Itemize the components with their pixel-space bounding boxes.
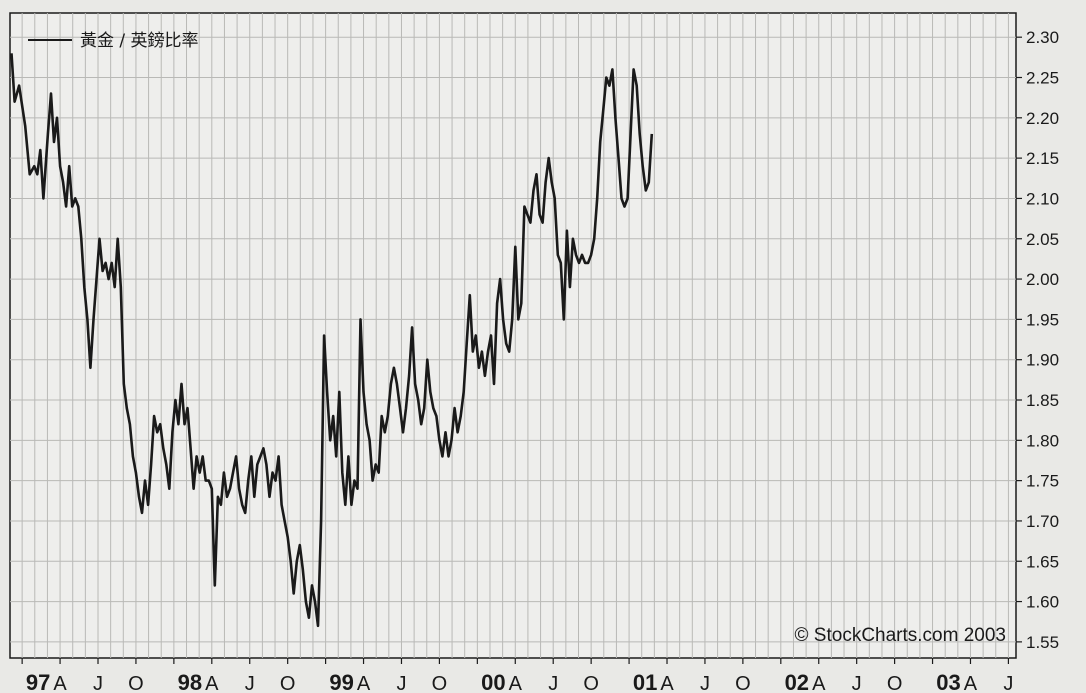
x-tick-label: A [509, 673, 523, 693]
y-tick-label: 1.80 [1026, 431, 1059, 450]
x-tick-label: A [205, 673, 219, 693]
x-tick-label: 03 [936, 670, 960, 693]
series-line [10, 53, 654, 628]
x-tick-label: J [548, 673, 558, 693]
y-tick-label: 2.15 [1026, 149, 1059, 168]
x-tick-label: J [245, 673, 255, 693]
x-tick-label: O [735, 673, 751, 693]
x-tick-label: J [700, 673, 710, 693]
y-axis: 1.55 1.60 1.65 1.70 1.75 1.80 1.85 1.90 1.95 2.00… [1016, 28, 1059, 652]
x-tick-label: J [93, 673, 103, 693]
y-tick-label: 2.25 [1026, 69, 1059, 88]
x-axis: 97 A J O 98 A J O 99 A J O 00 A J O 01 A J O 02 A J O 03 A J [21, 658, 1013, 693]
x-tick-label: 98 [178, 670, 202, 693]
x-tick-label: O [432, 673, 448, 693]
legend: 黃金 / 英鎊比率 [28, 31, 199, 51]
legend-label: 黃金 / 英鎊比率 [80, 31, 199, 51]
y-tick-label: 1.55 [1026, 633, 1059, 652]
y-tick-label: 2.20 [1026, 109, 1059, 128]
x-tick-label: A [53, 673, 67, 693]
x-tick-label: J [1003, 673, 1013, 693]
copyright-label: © StockCharts.com 2003 [795, 625, 1006, 646]
x-tick-label: 00 [481, 670, 505, 693]
y-tick-label: 1.95 [1026, 310, 1059, 329]
x-tick-label: A [964, 673, 978, 693]
y-tick-label: 2.05 [1026, 230, 1059, 249]
x-tick-label: A [660, 673, 674, 693]
x-tick-label: 01 [633, 670, 657, 693]
x-tick-label: A [357, 673, 371, 693]
y-tick-label: 2.10 [1026, 189, 1059, 208]
x-tick-label: O [583, 673, 599, 693]
x-tick-label: O [280, 673, 296, 693]
y-tick-label: 2.00 [1026, 270, 1059, 289]
x-tick-label: 99 [329, 670, 353, 693]
x-tick-label: J [852, 673, 862, 693]
y-tick-label: 1.85 [1026, 391, 1059, 410]
x-tick-label: O [887, 673, 903, 693]
x-tick-label: A [812, 673, 826, 693]
x-tick-label: 02 [785, 670, 809, 693]
y-tick-label: 1.70 [1026, 512, 1059, 531]
y-tick-label: 1.65 [1026, 552, 1059, 571]
x-tick-label: J [396, 673, 406, 693]
y-tick-label: 1.60 [1026, 593, 1059, 612]
y-tick-label: 1.75 [1026, 472, 1059, 491]
x-tick-label: O [128, 673, 144, 693]
x-tick-label: 97 [26, 670, 50, 693]
y-tick-label: 2.30 [1026, 28, 1059, 47]
plot-area [9, 12, 1017, 659]
y-tick-label: 1.90 [1026, 351, 1059, 370]
